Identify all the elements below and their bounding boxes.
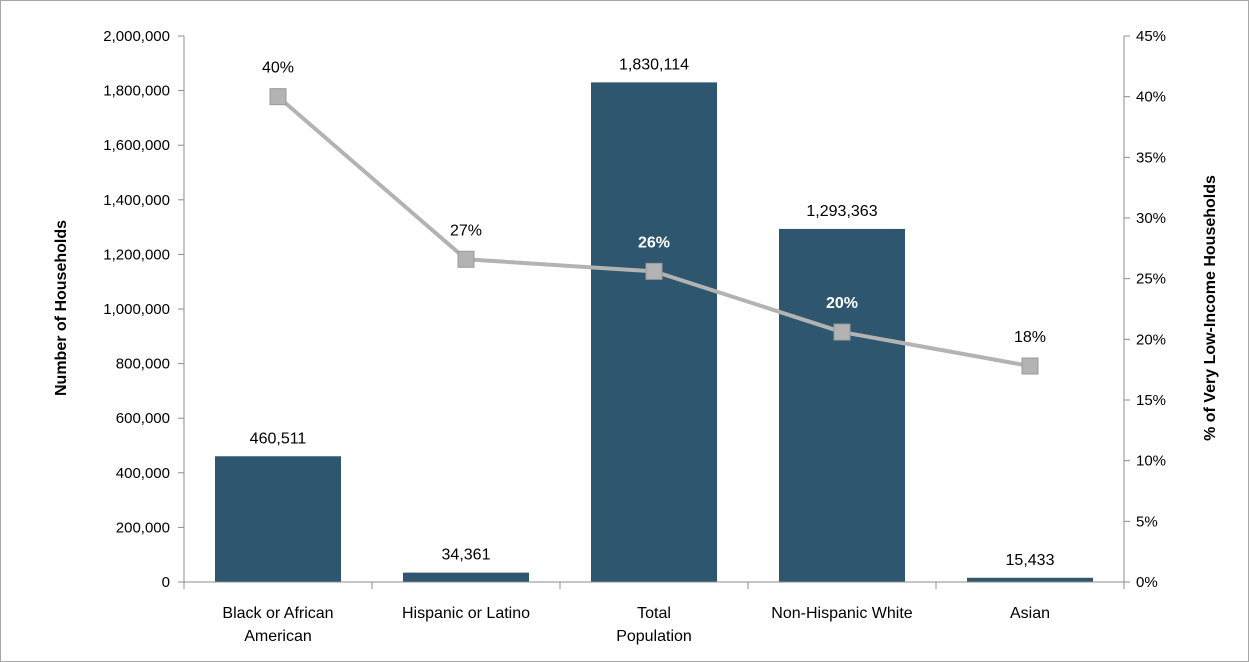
right-tick-label: 20% — [1136, 331, 1166, 348]
category-label: Asian — [1010, 605, 1050, 622]
bar-value-label: 34,361 — [442, 547, 491, 564]
category-label: Hispanic or Latino — [402, 605, 530, 622]
left-tick-label: 1,600,000 — [103, 137, 170, 154]
left-tick-label: 600,000 — [116, 410, 170, 427]
line-value-label: 27% — [450, 222, 482, 239]
line-value-label: 40% — [262, 60, 294, 77]
left-tick-label: 1,000,000 — [103, 301, 170, 318]
bar-series: 460,511 34,361 1,830,114 1,293,363 15,433 — [215, 56, 1093, 582]
bar — [967, 577, 1093, 582]
left-tick-label: 400,000 — [116, 465, 170, 482]
line-value-label: 18% — [1014, 329, 1046, 346]
category-axis: Black or African American Hispanic or Lati… — [183, 581, 1125, 645]
right-tick-label: 30% — [1136, 210, 1166, 227]
left-tick-label: 2,000,000 — [103, 28, 170, 45]
right-tick-label: 25% — [1136, 271, 1166, 288]
category-label: American — [244, 628, 312, 645]
line-value-label: 26% — [638, 234, 670, 251]
left-tick-label: 1,400,000 — [103, 192, 170, 209]
left-tick-label: 0 — [162, 574, 170, 591]
left-tick-label: 200,000 — [116, 519, 170, 536]
bar-value-label: 1,293,363 — [806, 203, 877, 220]
line-marker — [269, 88, 287, 106]
y2-axis-title: % of Very Low-Income Households — [1202, 175, 1219, 441]
left-tick-label: 1,800,000 — [103, 83, 170, 100]
right-tick-label: 0% — [1136, 574, 1158, 591]
right-tick-label: 35% — [1136, 149, 1166, 166]
right-tick-label: 45% — [1136, 28, 1166, 45]
right-axis: 0% 5% 10% 15% 20% 25% 30% 35% 40% 45% — [1123, 28, 1166, 591]
right-tick-label: 40% — [1136, 89, 1166, 106]
category-label: Black or African — [222, 605, 333, 622]
right-tick-label: 10% — [1136, 453, 1166, 470]
bar — [779, 228, 905, 582]
line-marker — [1021, 357, 1039, 375]
bar-value-label: 15,433 — [1006, 552, 1055, 569]
right-tick-label: 5% — [1136, 513, 1158, 530]
bar — [591, 82, 717, 582]
y-axis-title: Number of Households — [53, 220, 70, 396]
line-value-label: 20% — [826, 295, 858, 312]
left-axis: 0 200,000 400,000 600,000 800,000 1,000,000 1,… — [103, 28, 185, 591]
left-tick-label: 800,000 — [116, 356, 170, 373]
bar — [215, 456, 341, 582]
category-label: Population — [616, 628, 692, 645]
right-tick-label: 15% — [1136, 392, 1166, 409]
category-label: Non-Hispanic White — [771, 605, 912, 622]
bar-value-label: 460,511 — [250, 430, 307, 447]
bar-value-label: 1,830,114 — [619, 56, 689, 73]
left-tick-label: 1,200,000 — [103, 246, 170, 263]
bar — [403, 572, 529, 582]
line-marker — [457, 250, 475, 268]
line-marker — [645, 262, 663, 280]
line-marker — [833, 323, 851, 341]
category-label: Total — [637, 605, 671, 622]
line-series: 40% 27% 26% 20% 18% — [262, 60, 1046, 375]
